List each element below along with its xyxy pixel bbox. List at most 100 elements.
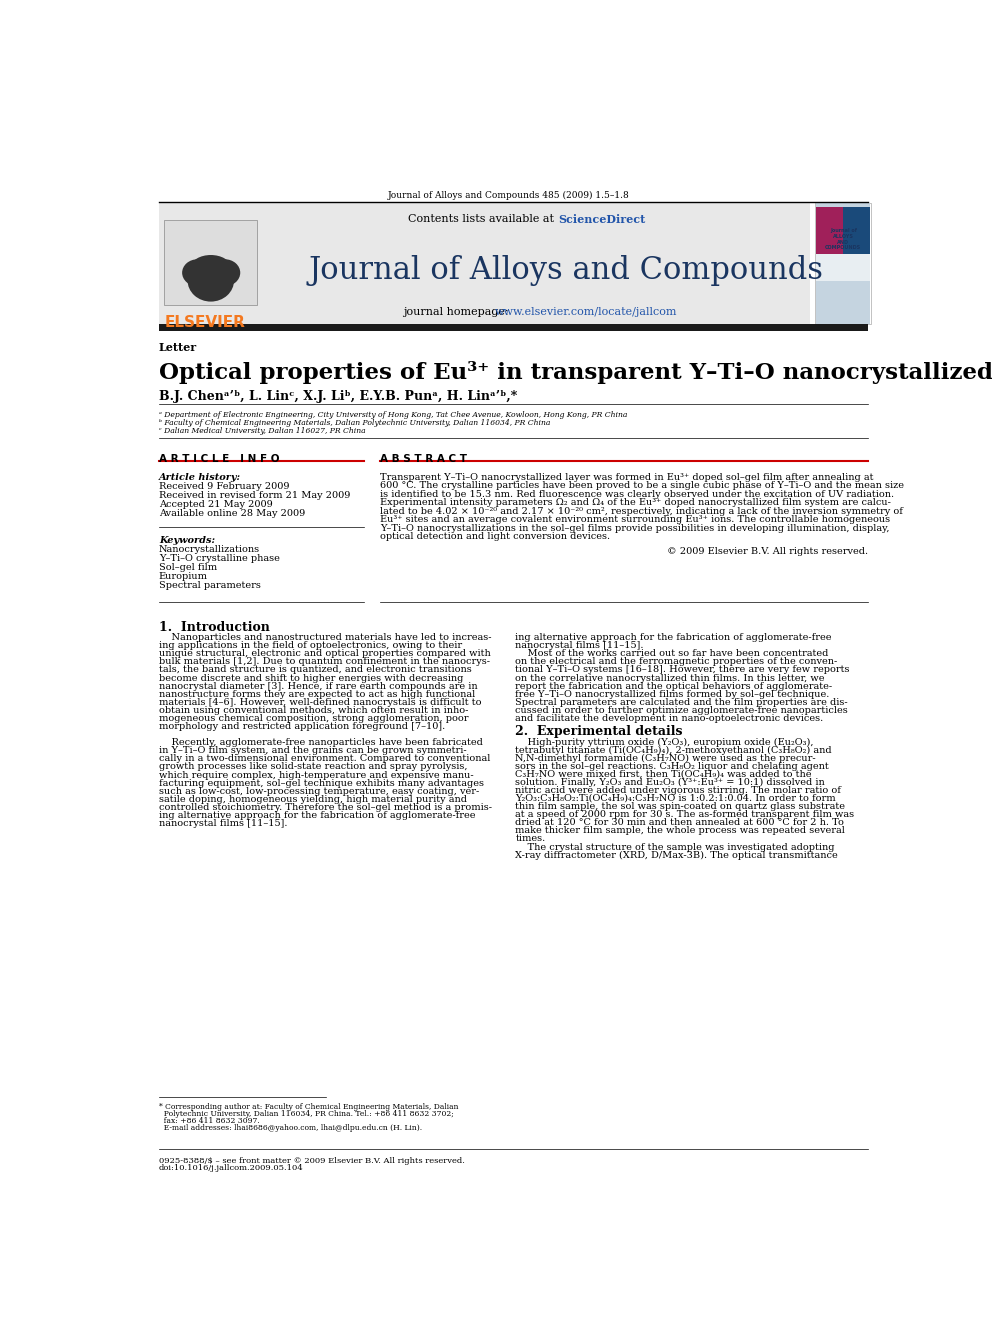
Text: thin film sample, the sol was spin-coated on quartz glass substrate: thin film sample, the sol was spin-coate… [516, 802, 845, 811]
Bar [271, 202, 809, 324]
Text: nanostructure forms they are expected to act as high functional: nanostructure forms they are expected to… [159, 689, 475, 699]
Text: www.elsevier.com/locate/jallcom: www.elsevier.com/locate/jallcom [495, 307, 678, 316]
Text: 600 °C. The crystalline particles have been proved to be a single cubic phase of: 600 °C. The crystalline particles have b… [380, 482, 904, 491]
Text: become discrete and shift to higher energies with decreasing: become discrete and shift to higher ener… [159, 673, 463, 683]
Text: Polytechnic University, Dalian 116034, PR China. Tel.: +86 411 8632 3702;: Polytechnic University, Dalian 116034, P… [159, 1110, 453, 1118]
Text: Nanocrystallizations: Nanocrystallizations [159, 545, 260, 554]
Text: and facilitate the development in nano-optoelectronic devices.: and facilitate the development in nano-o… [516, 714, 823, 722]
Text: on the correlative nanocrystallized thin films. In this letter, we: on the correlative nanocrystallized thin… [516, 673, 825, 683]
Bar [816, 202, 870, 206]
Text: Sol–gel film: Sol–gel film [159, 564, 217, 572]
Text: Letter: Letter [159, 343, 197, 353]
Text: sors in the sol–gel reactions. C₃H₈O₂ liquor and chelating agent: sors in the sol–gel reactions. C₃H₈O₂ li… [516, 762, 829, 771]
Text: Eu³⁺ sites and an average covalent environment surrounding Eu³⁺ ions. The contro: Eu³⁺ sites and an average covalent envir… [380, 515, 890, 524]
Text: Journal of
ALLOYS
AND
COMPOUNDS: Journal of ALLOYS AND COMPOUNDS [825, 228, 861, 250]
Text: cally in a two-dimensional environment. Compared to conventional: cally in a two-dimensional environment. … [159, 754, 490, 763]
Text: 0925-8388/$ – see front matter © 2009 Elsevier B.V. All rights reserved.: 0925-8388/$ – see front matter © 2009 El… [159, 1156, 464, 1164]
Bar [816, 282, 870, 324]
Text: unique structural, electronic and optical properties compared with: unique structural, electronic and optica… [159, 650, 491, 659]
Text: Journal of Alloys and Compounds 485 (2009) 1.5–1.8: Journal of Alloys and Compounds 485 (200… [388, 191, 629, 200]
Text: controlled stoichiometry. Therefore the sol–gel method is a promis-: controlled stoichiometry. Therefore the … [159, 803, 492, 812]
Text: High-purity yttrium oxide (Y₂O₃), europium oxide (Eu₂O₃),: High-purity yttrium oxide (Y₂O₃), europi… [516, 737, 813, 746]
Text: growth processes like solid-state reaction and spray pyrolysis,: growth processes like solid-state reacti… [159, 762, 467, 771]
Text: 2.  Experimental details: 2. Experimental details [516, 725, 682, 738]
Text: materials [4–6]. However, well-defined nanocrystals is difficult to: materials [4–6]. However, well-defined n… [159, 697, 481, 706]
Text: report the fabrication and the optical behaviors of agglomerate-: report the fabrication and the optical b… [516, 681, 832, 691]
Text: ᶜ Dalian Medical University, Dalian 116027, PR China: ᶜ Dalian Medical University, Dalian 1160… [159, 427, 365, 435]
Text: nitric acid were added under vigorous stirring. The molar ratio of: nitric acid were added under vigorous st… [516, 786, 841, 795]
Bar [816, 206, 843, 254]
Text: Y₂O₃:C₃H₈O₂:Ti(OC₄H₉)₄:C₃H₇NO is 1:0.2:1:0.04. In order to form: Y₂O₃:C₃H₈O₂:Ti(OC₄H₉)₄:C₃H₇NO is 1:0.2:1… [516, 794, 836, 803]
Text: ing alternative approach for the fabrication of agglomerate-free: ing alternative approach for the fabrica… [159, 811, 475, 820]
Text: A B S T R A C T: A B S T R A C T [380, 454, 467, 463]
Ellipse shape [183, 259, 213, 286]
Text: Available online 28 May 2009: Available online 28 May 2009 [159, 509, 306, 517]
Text: on the electrical and the ferromagnetic properties of the conven-: on the electrical and the ferromagnetic … [516, 658, 837, 667]
Text: make thicker film sample, the whole process was repeated several: make thicker film sample, the whole proc… [516, 827, 845, 835]
Text: nanocrystal films [11–15].: nanocrystal films [11–15]. [159, 819, 288, 828]
Text: doi:10.1016/j.jallcom.2009.05.104: doi:10.1016/j.jallcom.2009.05.104 [159, 1164, 304, 1172]
Ellipse shape [191, 255, 230, 278]
Text: such as low-cost, low-processing temperature, easy coating, ver-: such as low-cost, low-processing tempera… [159, 787, 479, 795]
Text: ing alternative approach for the fabrication of agglomerate-free: ing alternative approach for the fabrica… [516, 634, 832, 642]
Text: Optical properties of Eu³⁺ in transparent Y–Ti–O nanocrystallized sol–gel film: Optical properties of Eu³⁺ in transparen… [159, 360, 992, 384]
Text: tional Y–Ti–O systems [16–18]. However, there are very few reports: tional Y–Ti–O systems [16–18]. However, … [516, 665, 850, 675]
Text: satile doping, homogeneous yielding, high material purity and: satile doping, homogeneous yielding, hig… [159, 795, 467, 804]
Text: Y–Ti–O nanocrystallizations in the sol–gel films provide possibilities in develo: Y–Ti–O nanocrystallizations in the sol–g… [380, 524, 889, 533]
Text: Recently, agglomerate-free nanoparticles have been fabricated: Recently, agglomerate-free nanoparticles… [159, 738, 483, 747]
Text: A R T I C L E   I N F O: A R T I C L E I N F O [159, 454, 280, 463]
Text: Accepted 21 May 2009: Accepted 21 May 2009 [159, 500, 273, 509]
Text: 1.  Introduction: 1. Introduction [159, 620, 270, 634]
Bar [165, 221, 257, 306]
Text: ᵃ Department of Electronic Engineering, City University of Hong Kong, Tat Chee A: ᵃ Department of Electronic Engineering, … [159, 410, 627, 418]
Text: which require complex, high-temperature and expensive manu-: which require complex, high-temperature … [159, 770, 473, 779]
Bar [159, 202, 271, 324]
Text: X-ray diffractometer (XRD, D/Max-3B). The optical transmittance: X-ray diffractometer (XRD, D/Max-3B). Th… [516, 851, 838, 860]
Text: lated to be 4.02 × 10⁻²⁰ and 2.17 × 10⁻²⁰ cm², respectively, indicating a lack o: lated to be 4.02 × 10⁻²⁰ and 2.17 × 10⁻²… [380, 507, 903, 516]
Text: Y–Ti–O crystalline phase: Y–Ti–O crystalline phase [159, 554, 280, 564]
Text: facturing equipment, sol–gel technique exhibits many advantages: facturing equipment, sol–gel technique e… [159, 779, 484, 787]
Text: journal homepage:: journal homepage: [403, 307, 512, 316]
Bar [159, 324, 868, 331]
Text: Transparent Y–Ti–O nanocrystallized layer was formed in Eu³⁺ doped sol–gel film : Transparent Y–Ti–O nanocrystallized laye… [380, 472, 873, 482]
Text: B.J. Chenᵃ’ᵇ, L. Linᶜ, X.J. Liᵇ, E.Y.B. Punᵃ, H. Linᵃ’ᵇ,*: B.J. Chenᵃ’ᵇ, L. Linᶜ, X.J. Liᵇ, E.Y.B. … [159, 390, 517, 402]
Ellipse shape [209, 259, 240, 286]
Text: E-mail addresses: lhai8686@yahoo.com, lhai@dlpu.edu.cn (H. Lin).: E-mail addresses: lhai8686@yahoo.com, lh… [159, 1123, 422, 1131]
Text: Keywords:: Keywords: [159, 536, 215, 545]
Text: in Y–Ti–O film system, and the grains can be grown symmetri-: in Y–Ti–O film system, and the grains ca… [159, 746, 466, 755]
Text: tals, the band structure is quantized, and electronic transitions: tals, the band structure is quantized, a… [159, 665, 471, 675]
Text: is identified to be 15.3 nm. Red fluorescence was clearly observed under the exc: is identified to be 15.3 nm. Red fluores… [380, 490, 894, 499]
Text: * Corresponding author at: Faculty of Chemical Engineering Materials, Dalian: * Corresponding author at: Faculty of Ch… [159, 1103, 458, 1111]
Text: cussed in order to further optimize agglomerate-free nanoparticles: cussed in order to further optimize aggl… [516, 706, 848, 714]
Text: fax: +86 411 8632 3097.: fax: +86 411 8632 3097. [159, 1117, 260, 1125]
Text: ELSEVIER: ELSEVIER [165, 315, 245, 329]
Text: ing applications in the field of optoelectronics, owing to their: ing applications in the field of optoele… [159, 642, 462, 650]
Text: solution. Finally, Y₂O₃ and Eu₂O₃ (Y³⁺:Eu³⁺ = 10:1) dissolved in: solution. Finally, Y₂O₃ and Eu₂O₃ (Y³⁺:E… [516, 778, 825, 787]
Text: morphology and restricted application foreground [7–10].: morphology and restricted application fo… [159, 722, 445, 732]
Text: Received in revised form 21 May 2009: Received in revised form 21 May 2009 [159, 491, 350, 500]
Text: ScienceDirect: ScienceDirect [558, 214, 645, 225]
Text: Spectral parameters: Spectral parameters [159, 581, 261, 590]
Bar [843, 206, 870, 254]
Bar [206, 279, 212, 299]
Text: bulk materials [1,2]. Due to quantum confinement in the nanocrys-: bulk materials [1,2]. Due to quantum con… [159, 658, 490, 667]
Text: optical detection and light conversion devices.: optical detection and light conversion d… [380, 532, 610, 541]
Text: Article history:: Article history: [159, 472, 241, 482]
Text: at a speed of 2000 rpm for 30 s. The as-formed transparent film was: at a speed of 2000 rpm for 30 s. The as-… [516, 810, 854, 819]
Text: Most of the works carried out so far have been concentrated: Most of the works carried out so far hav… [516, 650, 828, 659]
Text: dried at 120 °C for 30 min and then annealed at 600 °C for 2 h. To: dried at 120 °C for 30 min and then anne… [516, 818, 844, 827]
Text: C₃H₇NO were mixed first, then Ti(OC₄H₉)₄ was added to the: C₃H₇NO were mixed first, then Ti(OC₄H₉)₄… [516, 770, 811, 779]
Text: ᵇ Faculty of Chemical Engineering Materials, Dalian Polytechnic University, Dali: ᵇ Faculty of Chemical Engineering Materi… [159, 419, 551, 427]
Text: Journal of Alloys and Compounds: Journal of Alloys and Compounds [309, 255, 823, 286]
Bar [816, 254, 870, 282]
Text: Received 9 February 2009: Received 9 February 2009 [159, 482, 290, 491]
Text: N,N-dimethyl formamide (C₃H₇NO) were used as the precur-: N,N-dimethyl formamide (C₃H₇NO) were use… [516, 754, 816, 763]
Text: mogeneous chemical composition, strong agglomeration, poor: mogeneous chemical composition, strong a… [159, 714, 468, 722]
Text: Europium: Europium [159, 572, 208, 581]
Bar [815, 202, 871, 324]
Text: tetrabutyl titanate (Ti(OC₄H₉)₄), 2-methoxyethanol (C₃H₈O₂) and: tetrabutyl titanate (Ti(OC₄H₉)₄), 2-meth… [516, 745, 832, 754]
Text: Contents lists available at: Contents lists available at [409, 214, 558, 224]
Text: Spectral parameters are calculated and the film properties are dis-: Spectral parameters are calculated and t… [516, 697, 848, 706]
Text: nanocrystal films [11–15].: nanocrystal films [11–15]. [516, 642, 644, 650]
Text: free Y–Ti–O nanocrystallized films formed by sol–gel technique.: free Y–Ti–O nanocrystallized films forme… [516, 689, 829, 699]
